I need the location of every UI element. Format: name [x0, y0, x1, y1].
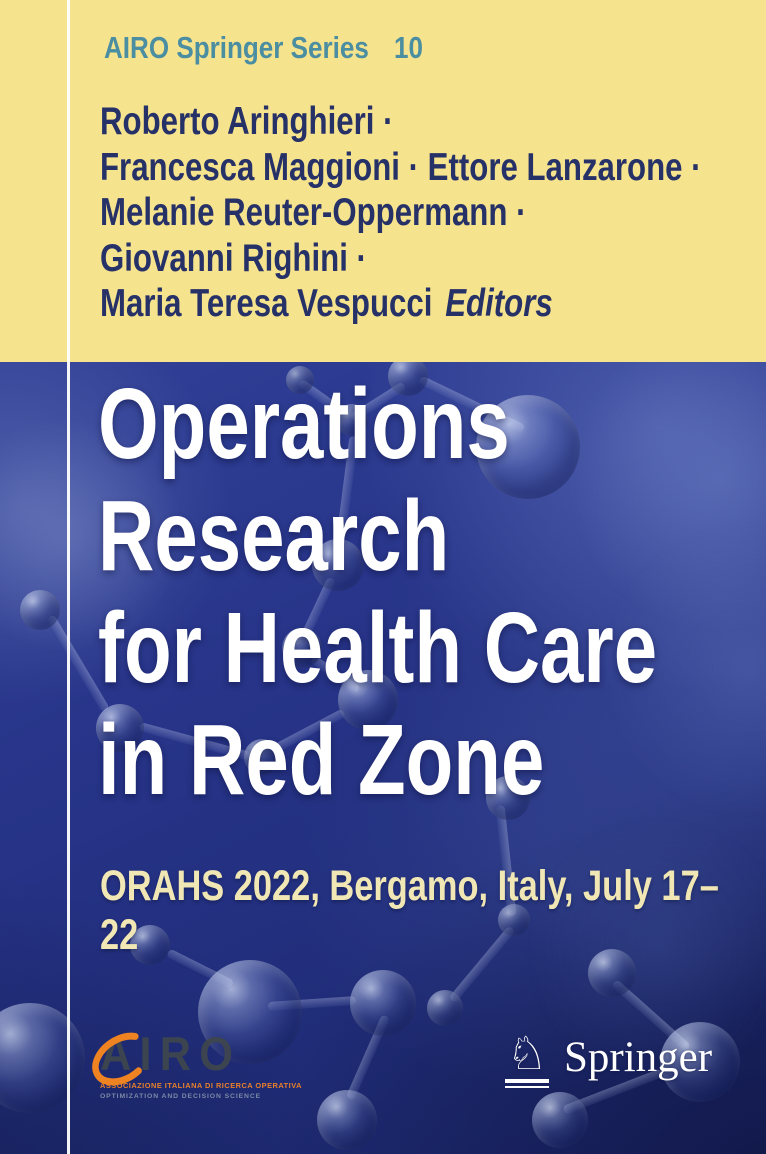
molecule-sphere [336, 404, 368, 436]
airo-tagline-primary: ASSOCIAZIONE ITALIANA DI RICERCA OPERATI… [100, 1081, 302, 1090]
molecule-sphere [198, 960, 302, 1064]
springer-wordmark: Springer [564, 1034, 713, 1081]
subtitle-line: ORAHS 2022, Bergamo, Italy, July 17– [100, 862, 719, 910]
molecule-sphere [486, 776, 530, 820]
editor-line: Melanie Reuter-Oppermann · [100, 191, 527, 234]
title-line: Research [98, 480, 450, 592]
molecule-sphere [244, 739, 280, 775]
title-line: for Health Care [98, 592, 658, 704]
molecule-sphere [312, 539, 364, 591]
molecule-sphere [0, 1003, 85, 1113]
book-title: Operations Research for Health Care in R… [98, 368, 657, 816]
airo-swoosh-icon [92, 1032, 152, 1086]
molecule-sphere [282, 628, 322, 668]
knight-underline-thick [505, 1079, 549, 1083]
molecule-sphere [427, 990, 463, 1026]
springer-knight-icon: ♘ [506, 1026, 548, 1080]
molecule-sphere [532, 1092, 588, 1148]
editor-line: Francesca Maggioni · Ettore Lanzarone · [100, 145, 702, 189]
molecule-sphere [317, 1090, 377, 1150]
molecule-sphere [130, 925, 170, 965]
molecule-sphere [350, 970, 416, 1036]
molecule-sphere [498, 904, 530, 936]
springer-logo: ♘ Springer [505, 1030, 712, 1088]
series-number: 10 [394, 30, 424, 65]
molecule-sphere [286, 366, 314, 394]
series-title: AIRO Springer Series 10 [104, 30, 423, 66]
molecule-sphere [588, 949, 636, 997]
editor-line: Maria Teresa Vespucci Editors [100, 281, 702, 327]
molecule-sphere [476, 395, 580, 499]
title-line: in Red Zone [98, 704, 545, 816]
series-label: AIRO Springer Series [104, 30, 369, 65]
book-subtitle: ORAHS 2022, Bergamo, Italy, July 17– 22 [100, 862, 719, 960]
airo-wordmark: AIRO [92, 1030, 266, 1086]
molecule-sphere [20, 590, 60, 630]
airo-tagline-secondary: OPTIMIZATION AND DECISION SCIENCE [100, 1093, 262, 1100]
editor-name: Maria Teresa Vespucci [100, 282, 433, 325]
vertical-divider [67, 0, 70, 1154]
molecule-sphere [660, 1022, 740, 1102]
editors-role-label: Editors [445, 282, 553, 325]
header-band [0, 0, 766, 362]
springer-knight-emblem: ♘ [505, 1030, 549, 1088]
editors-block: Roberto Aringhieri · Francesca Maggioni … [100, 99, 702, 327]
molecule-sphere [388, 356, 428, 396]
knight-underline-thin [505, 1085, 549, 1088]
molecule-sphere [96, 704, 144, 752]
airo-logo: AIRO ASSOCIAZIONE ITALIANA DI RICERCA OP… [92, 1030, 302, 1100]
molecule-sphere [338, 670, 398, 730]
subtitle-line: 22 [100, 911, 139, 959]
title-line: Operations [98, 368, 510, 480]
editor-line: Roberto Aringhieri · [100, 100, 394, 143]
editor-line: Giovanni Righini · [100, 236, 367, 280]
